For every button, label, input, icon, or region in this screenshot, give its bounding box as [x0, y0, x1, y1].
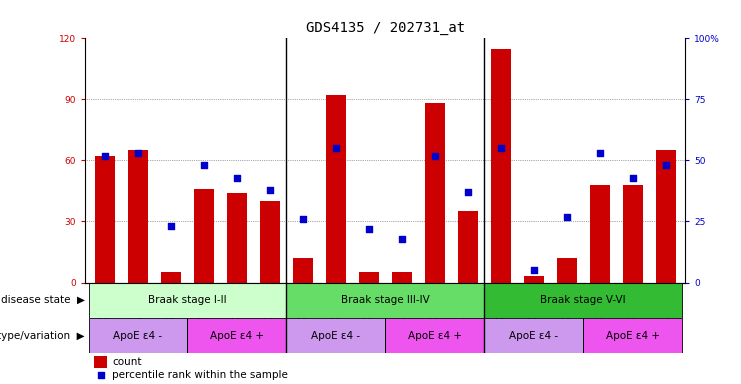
Bar: [485, 318, 583, 353]
Text: ApoE ε4 +: ApoE ε4 +: [408, 331, 462, 341]
Bar: [187, 318, 286, 353]
Point: [528, 267, 539, 273]
Bar: [583, 318, 682, 353]
Point: [429, 152, 441, 159]
Text: genotype/variation  ▶: genotype/variation ▶: [0, 331, 84, 341]
Bar: [656, 150, 676, 283]
Bar: [524, 276, 544, 283]
Point: [363, 226, 375, 232]
Text: ApoE ε4 -: ApoE ε4 -: [311, 331, 360, 341]
Bar: [94, 356, 107, 368]
Bar: [88, 318, 187, 353]
Point: [132, 150, 144, 156]
Bar: [95, 156, 115, 283]
Text: Braak stage V-VI: Braak stage V-VI: [540, 295, 626, 305]
Bar: [485, 283, 682, 318]
Bar: [227, 193, 247, 283]
Bar: [260, 201, 280, 283]
Text: percentile rank within the sample: percentile rank within the sample: [112, 370, 288, 380]
Point: [95, 372, 107, 378]
Bar: [385, 318, 485, 353]
Text: GDS4135 / 202731_at: GDS4135 / 202731_at: [306, 21, 465, 35]
Bar: [293, 258, 313, 283]
Bar: [458, 211, 478, 283]
Text: ApoE ε4 -: ApoE ε4 -: [113, 331, 162, 341]
Bar: [286, 283, 485, 318]
Point: [165, 223, 177, 230]
Point: [594, 150, 605, 156]
Text: disease state  ▶: disease state ▶: [1, 295, 84, 305]
Bar: [590, 185, 610, 283]
Bar: [392, 272, 412, 283]
Bar: [128, 150, 148, 283]
Point: [231, 174, 243, 180]
Bar: [359, 272, 379, 283]
Point: [495, 145, 507, 151]
Text: ApoE ε4 +: ApoE ε4 +: [210, 331, 264, 341]
Bar: [491, 48, 511, 283]
Point: [198, 162, 210, 169]
Bar: [88, 283, 286, 318]
Text: ApoE ε4 +: ApoE ε4 +: [605, 331, 659, 341]
Bar: [425, 104, 445, 283]
Point: [396, 235, 408, 242]
Point: [659, 162, 671, 169]
Point: [462, 189, 473, 195]
Bar: [326, 95, 346, 283]
Bar: [556, 258, 576, 283]
Point: [297, 216, 309, 222]
Point: [561, 214, 573, 220]
Point: [627, 174, 639, 180]
Text: Braak stage I-II: Braak stage I-II: [148, 295, 227, 305]
Text: ApoE ε4 -: ApoE ε4 -: [509, 331, 558, 341]
Point: [264, 187, 276, 193]
Bar: [622, 185, 642, 283]
Text: Braak stage III-IV: Braak stage III-IV: [341, 295, 430, 305]
Bar: [286, 318, 385, 353]
Bar: [194, 189, 214, 283]
Point: [330, 145, 342, 151]
Bar: [161, 272, 181, 283]
Text: count: count: [112, 357, 142, 367]
Point: [99, 152, 111, 159]
